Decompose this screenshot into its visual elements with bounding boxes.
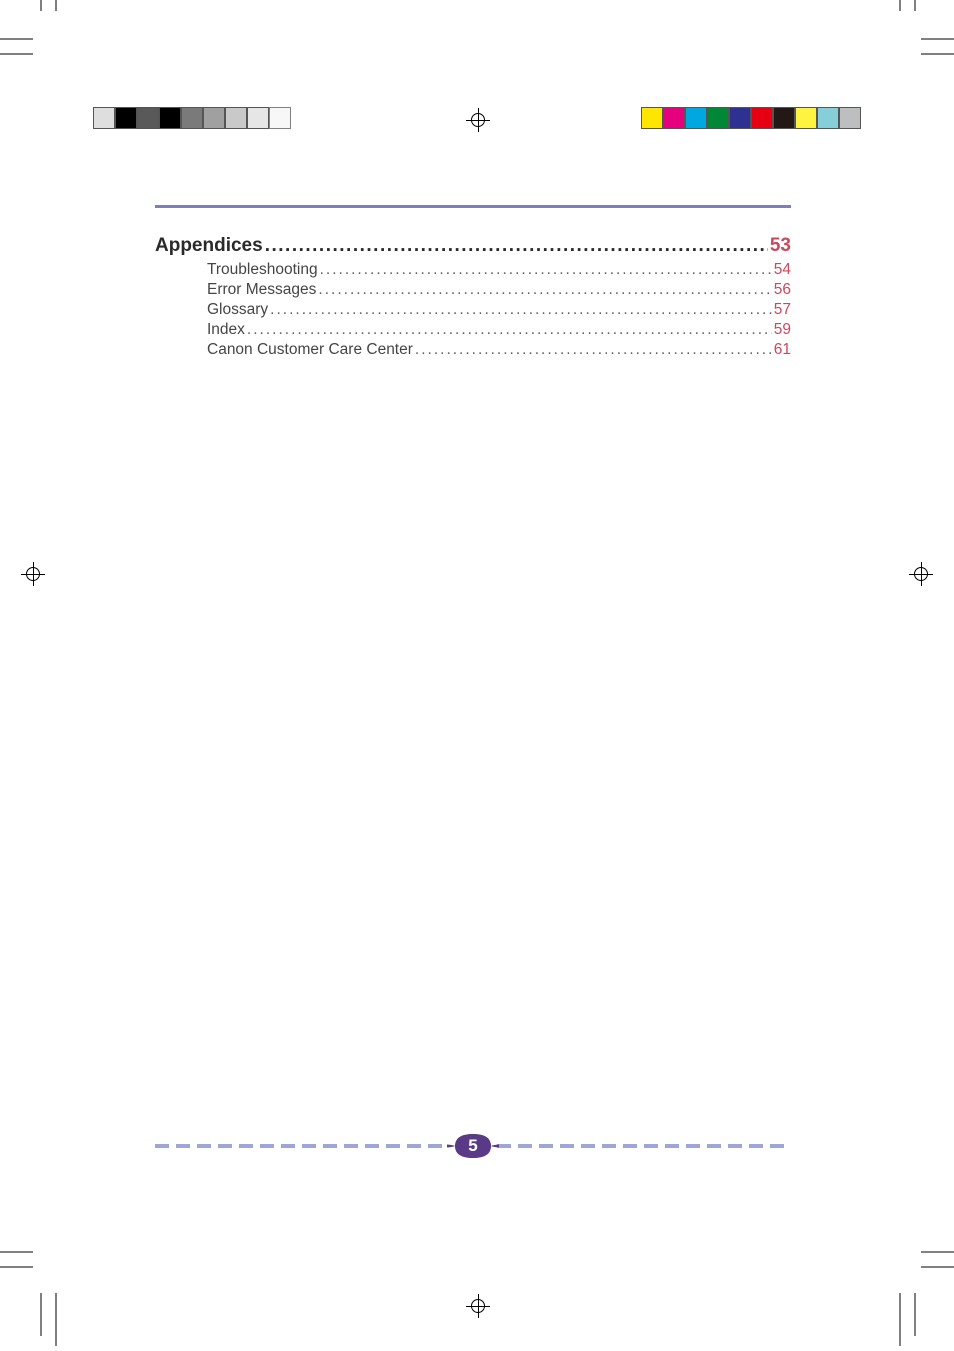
toc-leader: ........................................… <box>415 340 772 360</box>
footer-dashes-right <box>497 1144 791 1148</box>
color-bar-process-colors <box>641 107 861 129</box>
color-swatch <box>269 107 291 129</box>
color-swatch <box>751 107 773 129</box>
toc-leader: ........................................… <box>320 260 772 280</box>
registration-target-top <box>469 111 487 129</box>
toc-item-page: 59 <box>774 320 791 340</box>
toc-item-row: Error Messages .........................… <box>155 280 791 300</box>
page-number: 5 <box>468 1136 477 1156</box>
color-swatch <box>93 107 115 129</box>
color-swatch <box>225 107 247 129</box>
registration-target-bottom <box>469 1297 487 1315</box>
toc-leader: ........................................… <box>247 320 772 340</box>
toc-item-title: Index <box>207 320 245 340</box>
color-swatch <box>641 107 663 129</box>
toc-section-page: 53 <box>770 235 791 257</box>
toc-leader: ........................................… <box>270 300 772 320</box>
toc-item-row: Glossary ...............................… <box>155 300 791 320</box>
header-rule <box>155 205 791 208</box>
toc-item-title: Error Messages <box>207 280 316 300</box>
color-swatch <box>663 107 685 129</box>
page-number-badge: 5 <box>447 1131 499 1161</box>
toc-item-title: Troubleshooting <box>207 260 318 280</box>
toc-item-row: Canon Customer Care Center .............… <box>155 340 791 360</box>
registration-target-left <box>24 565 42 583</box>
registration-target-right <box>912 565 930 583</box>
toc-item-title: Canon Customer Care Center <box>207 340 413 360</box>
page-footer: 5 <box>155 1131 791 1161</box>
color-swatch <box>817 107 839 129</box>
color-bar-grayscale <box>93 107 291 129</box>
toc-item-page: 57 <box>774 300 791 320</box>
color-swatch <box>685 107 707 129</box>
toc-item-page: 54 <box>774 260 791 280</box>
toc-item-row: Troubleshooting ........................… <box>155 260 791 280</box>
color-swatch <box>137 107 159 129</box>
toc-item-title: Glossary <box>207 300 268 320</box>
color-swatch <box>795 107 817 129</box>
color-swatch <box>839 107 861 129</box>
toc-item-page: 61 <box>774 340 791 360</box>
color-swatch <box>159 107 181 129</box>
toc-leader: ........................................… <box>318 280 771 300</box>
color-swatch <box>115 107 137 129</box>
color-swatch <box>773 107 795 129</box>
toc-items-list: Troubleshooting ........................… <box>155 260 791 361</box>
color-swatch <box>247 107 269 129</box>
footer-dashes-left <box>155 1144 449 1148</box>
page-content: Appendices .............................… <box>155 205 791 360</box>
toc-item-row: Index ..................................… <box>155 320 791 340</box>
toc-section-row: Appendices .............................… <box>155 235 791 257</box>
color-swatch <box>707 107 729 129</box>
toc-leader: ........................................… <box>265 235 768 257</box>
color-swatch <box>181 107 203 129</box>
color-swatch <box>203 107 225 129</box>
toc-section-title: Appendices <box>155 235 263 257</box>
color-swatch <box>729 107 751 129</box>
toc-item-page: 56 <box>774 280 791 300</box>
